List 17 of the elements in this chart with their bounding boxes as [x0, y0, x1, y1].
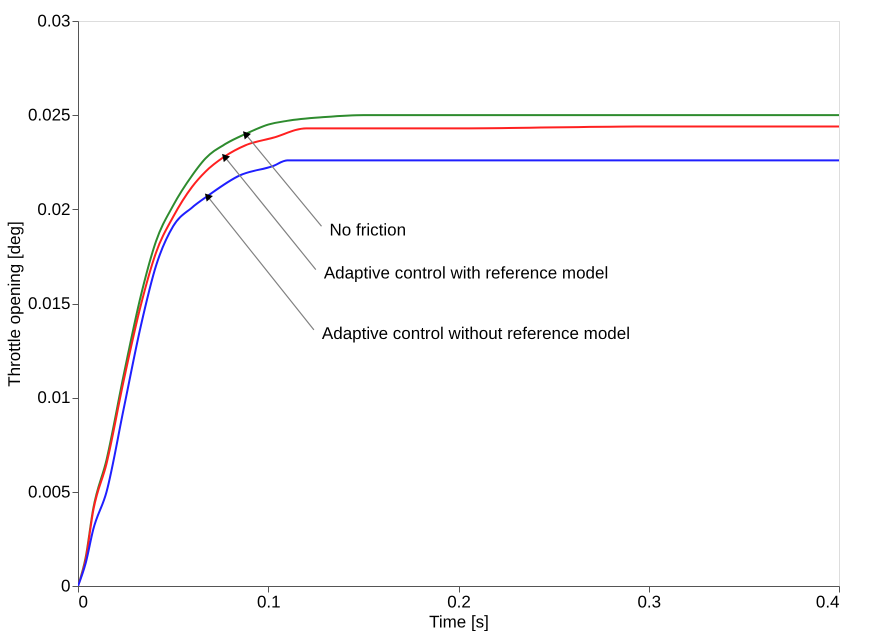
annotation: Adaptive control without reference model — [322, 324, 630, 343]
x-tick-label: 0.4 — [816, 592, 840, 612]
x-tick-label: 0.1 — [256, 592, 281, 612]
annotation: Adaptive control with reference model — [324, 264, 608, 283]
x-axis-title: Time [s] — [429, 612, 489, 632]
y-tick-label: 0.01 — [37, 388, 70, 408]
y-tick-label: 0.025 — [28, 106, 70, 125]
y-tick-label: 0.02 — [37, 200, 70, 219]
annotation: No friction — [330, 220, 406, 240]
y-axis-title: Throttle opening [deg] — [4, 221, 24, 387]
y-tick-label: 0.03 — [37, 12, 70, 30]
y-tick-label: 0.005 — [28, 482, 70, 502]
y-tick-label: 0.015 — [28, 294, 70, 313]
x-tick-label: 0.2 — [447, 592, 471, 612]
x-tick-label: 0 — [78, 592, 88, 612]
x-tick-label: 0.3 — [637, 592, 662, 612]
y-tick-label: 0 — [61, 576, 70, 596]
